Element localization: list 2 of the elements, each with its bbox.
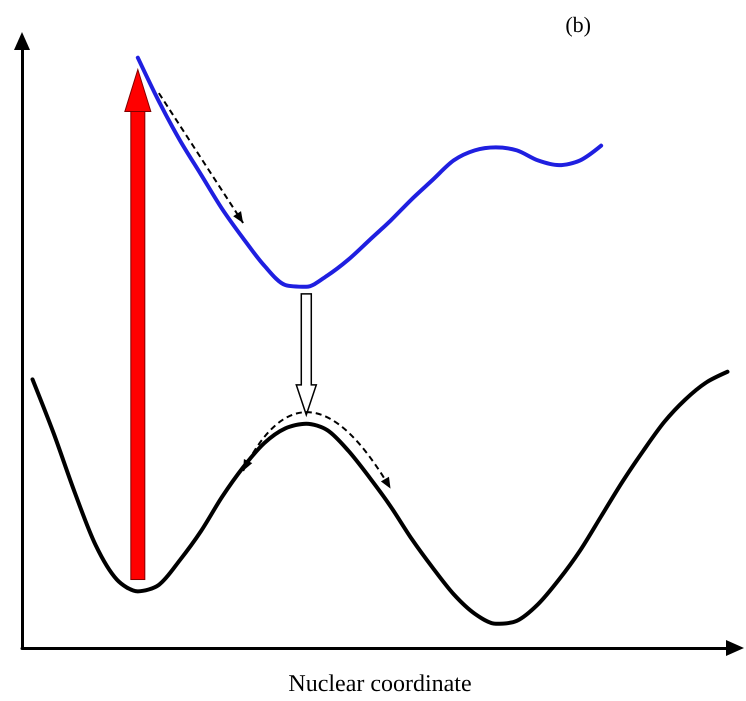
x-axis-title: Nuclear coordinate [288, 671, 472, 697]
text: (b) [565, 12, 591, 38]
